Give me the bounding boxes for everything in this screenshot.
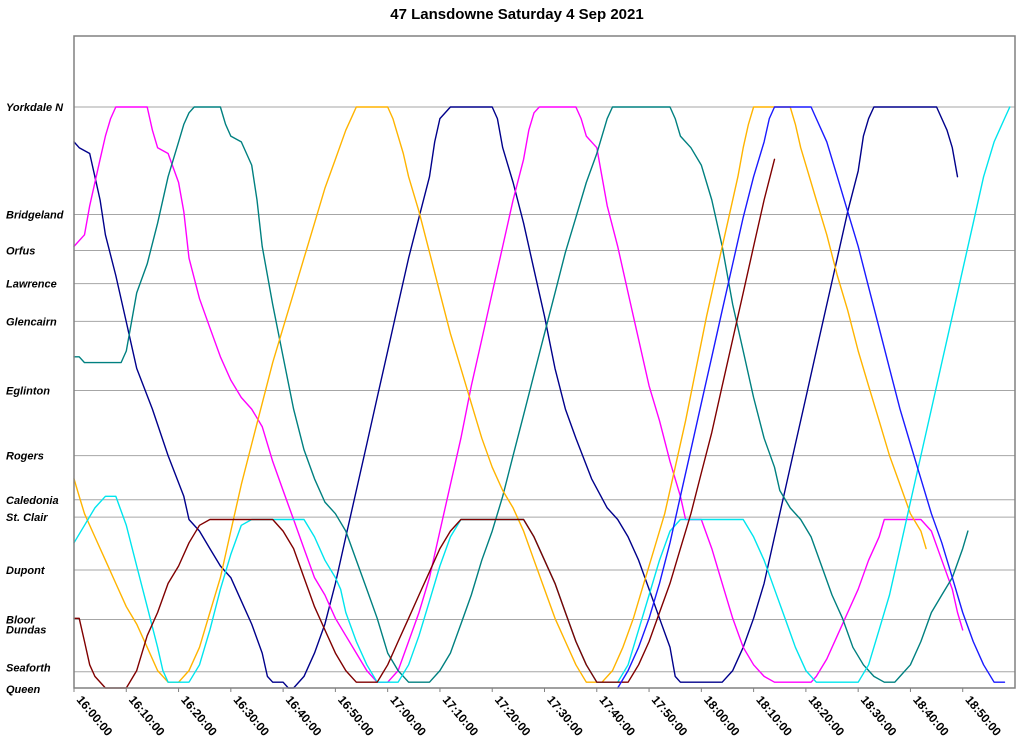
x-tick-label: 18:10:00 bbox=[753, 693, 795, 739]
x-tick-label: 16:10:00 bbox=[126, 693, 168, 739]
x-tick-label: 17:40:00 bbox=[596, 693, 638, 739]
stop-label: St. Clair bbox=[6, 512, 48, 524]
stop-label: Caledonia bbox=[6, 495, 59, 507]
time-axis-labels: 16:00:00 16:10:00 16:20:00 16:30:00 16:40:00… bbox=[73, 688, 1004, 739]
stop-label: Rogers bbox=[6, 451, 44, 463]
stop-label: Bloor bbox=[6, 614, 35, 626]
stop-label: Glencairn bbox=[6, 316, 57, 328]
x-tick-label: 18:40:00 bbox=[910, 693, 952, 739]
stop-labels: Yorkdale N Bridgeland Orfus Lawrence Glencai… bbox=[6, 102, 64, 696]
vehicle-trips bbox=[73, 106, 1011, 689]
chart-title: 47 Lansdowne Saturday 4 Sep 2021 bbox=[390, 6, 643, 23]
trip-line-6 bbox=[73, 158, 776, 689]
stop-label: Lawrence bbox=[6, 279, 57, 291]
trip-line-3 bbox=[73, 106, 969, 683]
x-tick-label: 18:20:00 bbox=[806, 693, 848, 739]
trip-line-2 bbox=[73, 106, 964, 683]
x-tick-label: 16:40:00 bbox=[283, 693, 325, 739]
stop-label: Dundas bbox=[6, 625, 46, 637]
x-tick-label: 17:00:00 bbox=[387, 693, 429, 739]
x-tick-label: 16:20:00 bbox=[178, 693, 220, 739]
trip-line-4 bbox=[73, 106, 927, 683]
x-tick-label: 17:50:00 bbox=[649, 693, 691, 739]
x-tick-label: 16:00:00 bbox=[74, 693, 116, 739]
stop-label: Yorkdale N bbox=[6, 102, 64, 114]
stop-label: Dupont bbox=[6, 565, 46, 577]
x-tick-label: 17:20:00 bbox=[492, 693, 534, 739]
x-tick-label: 18:00:00 bbox=[701, 693, 743, 739]
x-tick-label: 17:10:00 bbox=[440, 693, 482, 739]
x-tick-label: 16:50:00 bbox=[335, 693, 377, 739]
stop-label: Seaforth bbox=[6, 663, 51, 675]
x-tick-label: 17:30:00 bbox=[544, 693, 586, 739]
x-tick-label: 18:30:00 bbox=[858, 693, 900, 739]
stop-label: Eglinton bbox=[6, 386, 50, 398]
trip-line-1 bbox=[73, 106, 959, 689]
x-tick-label: 18:50:00 bbox=[962, 693, 1004, 739]
gridlines bbox=[74, 106, 1015, 689]
x-tick-label: 16:30:00 bbox=[231, 693, 273, 739]
trip-line-7 bbox=[617, 106, 1006, 689]
stop-label: Queen bbox=[6, 684, 41, 696]
stop-label: Orfus bbox=[6, 246, 35, 258]
stop-label: Bridgeland bbox=[6, 209, 64, 221]
